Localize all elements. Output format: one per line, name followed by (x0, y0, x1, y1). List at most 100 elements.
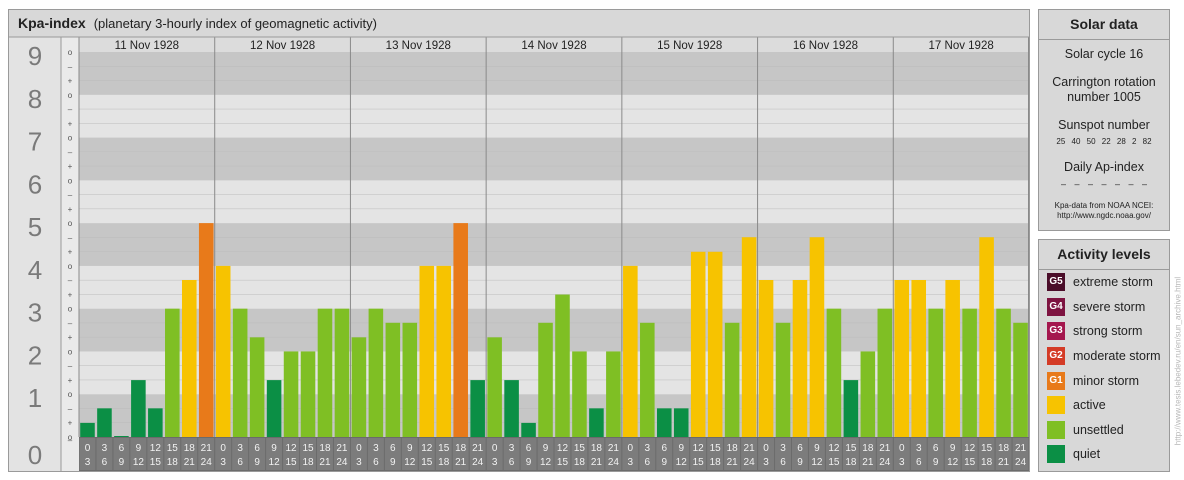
day-label: 17 Nov 1928 (929, 40, 994, 52)
hour-cell (758, 438, 775, 470)
hour-start-label: 15 (438, 443, 450, 454)
hour-start-label: 3 (780, 443, 786, 454)
kp-bar (249, 337, 265, 437)
kp-bar (724, 322, 740, 437)
legend-label: active (1073, 398, 1106, 413)
hour-end-label: 18 (438, 457, 450, 468)
y-subtick-label: o (68, 305, 73, 314)
hour-start-label: 9 (814, 443, 820, 454)
kp-bar (215, 265, 231, 437)
kp-bar (165, 308, 180, 437)
day-label: 13 Nov 1928 (386, 40, 451, 52)
hour-start-label: 12 (964, 443, 976, 454)
hour-end-label: 3 (899, 457, 905, 468)
hour-end-label: 6 (509, 457, 515, 468)
hour-cell (690, 438, 707, 470)
y-subtick-label: – (68, 436, 73, 445)
y-subtick-label: o (68, 433, 73, 442)
hour-cell (673, 438, 690, 470)
chart-title: Kpa-index (18, 15, 86, 31)
hour-cell (1012, 438, 1029, 470)
hour-start-label: 0 (85, 443, 91, 454)
hour-start-label: 9 (407, 443, 413, 454)
hour-start-label: 21 (608, 443, 620, 454)
y-subtick-label: o (68, 390, 73, 399)
legend-label: minor storm (1073, 373, 1139, 388)
hour-start-label: 3 (509, 443, 515, 454)
plot-band (79, 94, 1029, 138)
hour-start-label: 18 (591, 443, 603, 454)
hour-start-label: 3 (102, 443, 108, 454)
hour-end-label: 18 (302, 457, 314, 468)
hour-end-label: 9 (390, 457, 396, 468)
y-subtick-label: – (68, 233, 73, 242)
hour-start-label: 15 (845, 443, 857, 454)
kp-bar (453, 223, 468, 437)
sunspot-label: Sunspot number (1058, 118, 1150, 132)
ap-label: Daily Ap-index (1064, 160, 1144, 174)
hour-cell (808, 438, 825, 470)
sunspot-values: 25 40 50 22 28 2 82 (1056, 137, 1152, 146)
hour-end-label: 21 (184, 457, 196, 468)
y-subtick-label: – (68, 105, 73, 114)
chart-subtitle: (planetary 3-hourly index of geomagnetic… (93, 16, 377, 31)
kp-bar (181, 280, 197, 437)
y-subtick-label: – (68, 404, 73, 413)
day-label: 11 Nov 1928 (115, 40, 179, 52)
legend-item: G5 extreme storm (1039, 270, 1169, 295)
day-label: 12 Nov 1928 (250, 40, 315, 52)
legend-label: quiet (1073, 447, 1101, 462)
hour-cell (893, 438, 910, 470)
hour-end-label: 12 (133, 457, 145, 468)
hour-cell (435, 438, 452, 470)
kp-bar (860, 351, 876, 437)
kp-bar (640, 322, 655, 437)
hour-start-label: 15 (302, 443, 314, 454)
kp-bar (521, 422, 536, 437)
hour-end-label: 24 (1015, 457, 1027, 468)
hour-start-label: 9 (543, 443, 549, 454)
kp-bar (606, 351, 621, 437)
hour-cell (554, 438, 571, 470)
legend-label: severe storm (1073, 299, 1146, 314)
hour-cell (232, 438, 249, 470)
kp-bar (928, 308, 943, 437)
hour-cell (164, 438, 181, 470)
hour-end-label: 15 (828, 457, 840, 468)
hour-cell (198, 438, 215, 470)
hour-cell (876, 438, 893, 470)
kp-bar (758, 280, 774, 437)
credit-line-1: Kpa-data from NOAA NCEI: (1054, 201, 1154, 210)
hour-end-label: 21 (998, 457, 1010, 468)
kp-bar (792, 280, 808, 437)
hour-cell (300, 438, 316, 470)
kp-bar (300, 351, 316, 437)
hour-start-label: 6 (797, 443, 803, 454)
kp-bar (572, 351, 587, 437)
hour-end-label: 12 (540, 457, 552, 468)
credit-line-2: http://www.ngdc.noaa.gov/ (1057, 211, 1151, 220)
kp-bar (419, 265, 435, 437)
hour-start-label: 15 (981, 443, 993, 454)
hour-start-label: 0 (492, 443, 498, 454)
hour-start-label: 21 (744, 443, 756, 454)
hour-end-label: 12 (269, 457, 281, 468)
hour-cell (605, 438, 622, 470)
hour-cell (333, 438, 350, 470)
hour-start-label: 21 (336, 443, 348, 454)
kp-bar (775, 322, 791, 437)
solar-data-title: Solar data (1039, 10, 1169, 40)
watermark-text: http://www.tesis.lebedev.ru/en/sun_archi… (1173, 276, 1183, 446)
hour-end-label: 15 (285, 457, 297, 468)
hour-start-label: 15 (167, 443, 179, 454)
y-subtick-label: + (68, 162, 73, 171)
hour-end-label: 15 (421, 457, 433, 468)
hour-end-label: 21 (727, 457, 739, 468)
hour-end-label: 21 (862, 457, 874, 468)
kp-bar (826, 308, 842, 437)
kp-bar (690, 251, 706, 437)
hour-start-label: 18 (862, 443, 874, 454)
kp-bar (911, 280, 927, 437)
y-tick-label: 6 (28, 169, 42, 199)
hour-end-label: 9 (661, 457, 667, 468)
